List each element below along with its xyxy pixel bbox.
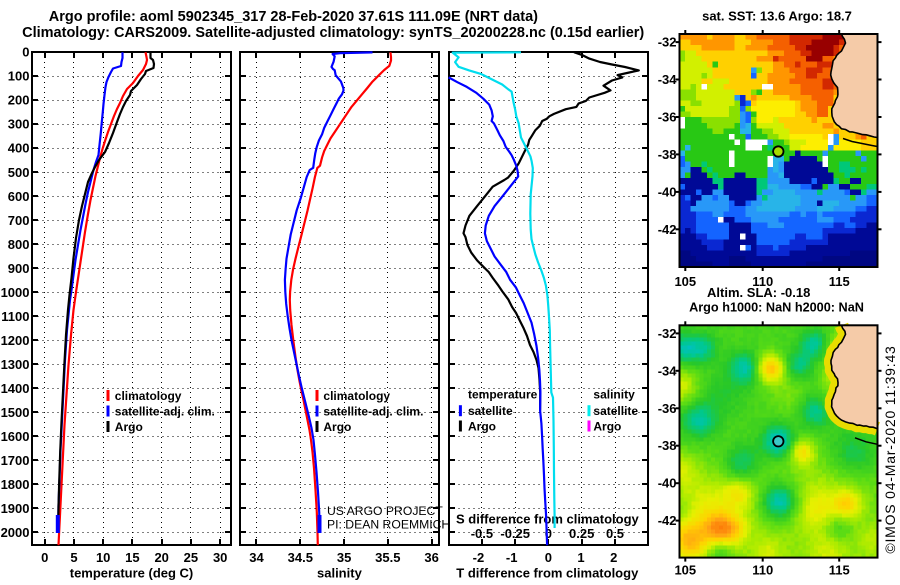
svg-text:temperature: temperature (468, 387, 538, 401)
svg-text:900: 900 (8, 261, 30, 276)
svg-text:Climatology: CARS2009. Satelli: Climatology: CARS2009. Satellite-adjuste… (22, 25, 644, 41)
svg-text:Argo h1000: NaN h2000: NaN: Argo h1000: NaN h2000: NaN (689, 301, 864, 315)
svg-text:100: 100 (8, 69, 30, 84)
svg-text:-40: -40 (658, 184, 677, 199)
svg-text:0: 0 (545, 526, 552, 541)
svg-text:1400: 1400 (1, 381, 30, 396)
svg-text:1600: 1600 (1, 429, 30, 444)
svg-text:600: 600 (8, 189, 30, 204)
svg-text:34: 34 (249, 550, 264, 565)
svg-text:15: 15 (125, 550, 139, 565)
svg-text:35.5: 35.5 (375, 550, 400, 565)
svg-text:30: 30 (213, 550, 227, 565)
svg-text:-36: -36 (658, 401, 677, 416)
svg-text:0: 0 (545, 550, 552, 565)
svg-text:©IMOS 04-Mar-2020 11:39:43: ©IMOS 04-Mar-2020 11:39:43 (882, 345, 898, 553)
svg-text:2000: 2000 (1, 525, 30, 540)
svg-text:-32: -32 (658, 35, 677, 50)
svg-text:1200: 1200 (1, 333, 30, 348)
svg-text:Argo: Argo (468, 419, 496, 433)
svg-text:800: 800 (8, 237, 30, 252)
svg-text:-34: -34 (658, 363, 678, 378)
svg-text:-32: -32 (658, 326, 677, 341)
svg-text:sat. SST: 13.6 Argo: 18.7: sat. SST: 13.6 Argo: 18.7 (702, 9, 852, 24)
svg-text:-38: -38 (658, 147, 677, 162)
svg-text:-42: -42 (658, 513, 677, 528)
svg-text:climatology: climatology (115, 389, 182, 403)
svg-text:0: 0 (41, 550, 48, 565)
svg-text:salinity: salinity (593, 387, 635, 401)
svg-text:1500: 1500 (1, 405, 30, 420)
svg-text:115: 115 (829, 274, 850, 289)
svg-text:1700: 1700 (1, 453, 30, 468)
svg-text:0.5: 0.5 (606, 526, 624, 541)
svg-text:S difference from climatology: S difference from climatology (456, 512, 640, 527)
svg-text:-0.25: -0.25 (500, 526, 530, 541)
svg-text:25: 25 (184, 550, 198, 565)
svg-text:105: 105 (674, 563, 696, 578)
svg-text:500: 500 (8, 165, 30, 180)
svg-text:-38: -38 (658, 438, 677, 453)
svg-text:Argo: Argo (593, 419, 621, 433)
svg-text:5: 5 (70, 550, 77, 565)
svg-text:-34: -34 (658, 72, 678, 87)
svg-text:satellite: satellite (593, 404, 638, 418)
svg-text:Altim. SLA: -0.18: Altim. SLA: -0.18 (707, 285, 810, 300)
svg-text:0.25: 0.25 (569, 526, 594, 541)
svg-text:climatology: climatology (323, 389, 390, 403)
svg-text:400: 400 (8, 141, 30, 156)
svg-text:1900: 1900 (1, 501, 30, 516)
svg-text:satellite-adj. clim.: satellite-adj. clim. (115, 404, 215, 418)
svg-text:20: 20 (154, 550, 168, 565)
svg-text:700: 700 (8, 213, 30, 228)
svg-text:PI: DEAN ROEMMICH: PI: DEAN ROEMMICH (327, 517, 450, 531)
svg-text:-42: -42 (658, 222, 677, 237)
svg-text:110: 110 (752, 274, 773, 289)
svg-text:105: 105 (674, 274, 696, 289)
svg-text:2: 2 (610, 550, 617, 565)
svg-text:1800: 1800 (1, 477, 30, 492)
svg-text:0: 0 (22, 45, 29, 60)
svg-text:300: 300 (8, 117, 30, 132)
svg-text:satellite-adj. clim.: satellite-adj. clim. (323, 404, 423, 418)
svg-text:Argo profile: aoml 5902345_317: Argo profile: aoml 5902345_317 28-Feb-20… (49, 9, 538, 25)
svg-text:Argo: Argo (323, 420, 351, 434)
svg-text:1000: 1000 (1, 285, 30, 300)
svg-text:satellite: satellite (468, 404, 513, 418)
svg-text:-40: -40 (658, 476, 677, 491)
svg-text:10: 10 (96, 550, 110, 565)
svg-text:110: 110 (752, 563, 773, 578)
svg-text:35: 35 (337, 550, 351, 565)
svg-text:200: 200 (8, 93, 30, 108)
svg-text:-0.5: -0.5 (471, 526, 493, 541)
svg-text:34.5: 34.5 (288, 550, 313, 565)
svg-text:Argo: Argo (115, 420, 143, 434)
svg-text:-36: -36 (658, 110, 677, 125)
svg-text:temperature (deg C): temperature (deg C) (70, 566, 194, 581)
svg-text:US ARGO PROJECT: US ARGO PROJECT (327, 504, 443, 518)
svg-text:115: 115 (829, 563, 850, 578)
svg-text:salinity: salinity (317, 566, 363, 581)
svg-text:1100: 1100 (1, 309, 29, 324)
svg-text:1: 1 (577, 550, 584, 565)
svg-text:-2: -2 (473, 550, 485, 565)
svg-text:1300: 1300 (1, 357, 30, 372)
svg-text:36: 36 (424, 550, 438, 565)
svg-text:-1: -1 (506, 550, 518, 565)
svg-text:T difference from climatology: T difference from climatology (456, 566, 639, 581)
